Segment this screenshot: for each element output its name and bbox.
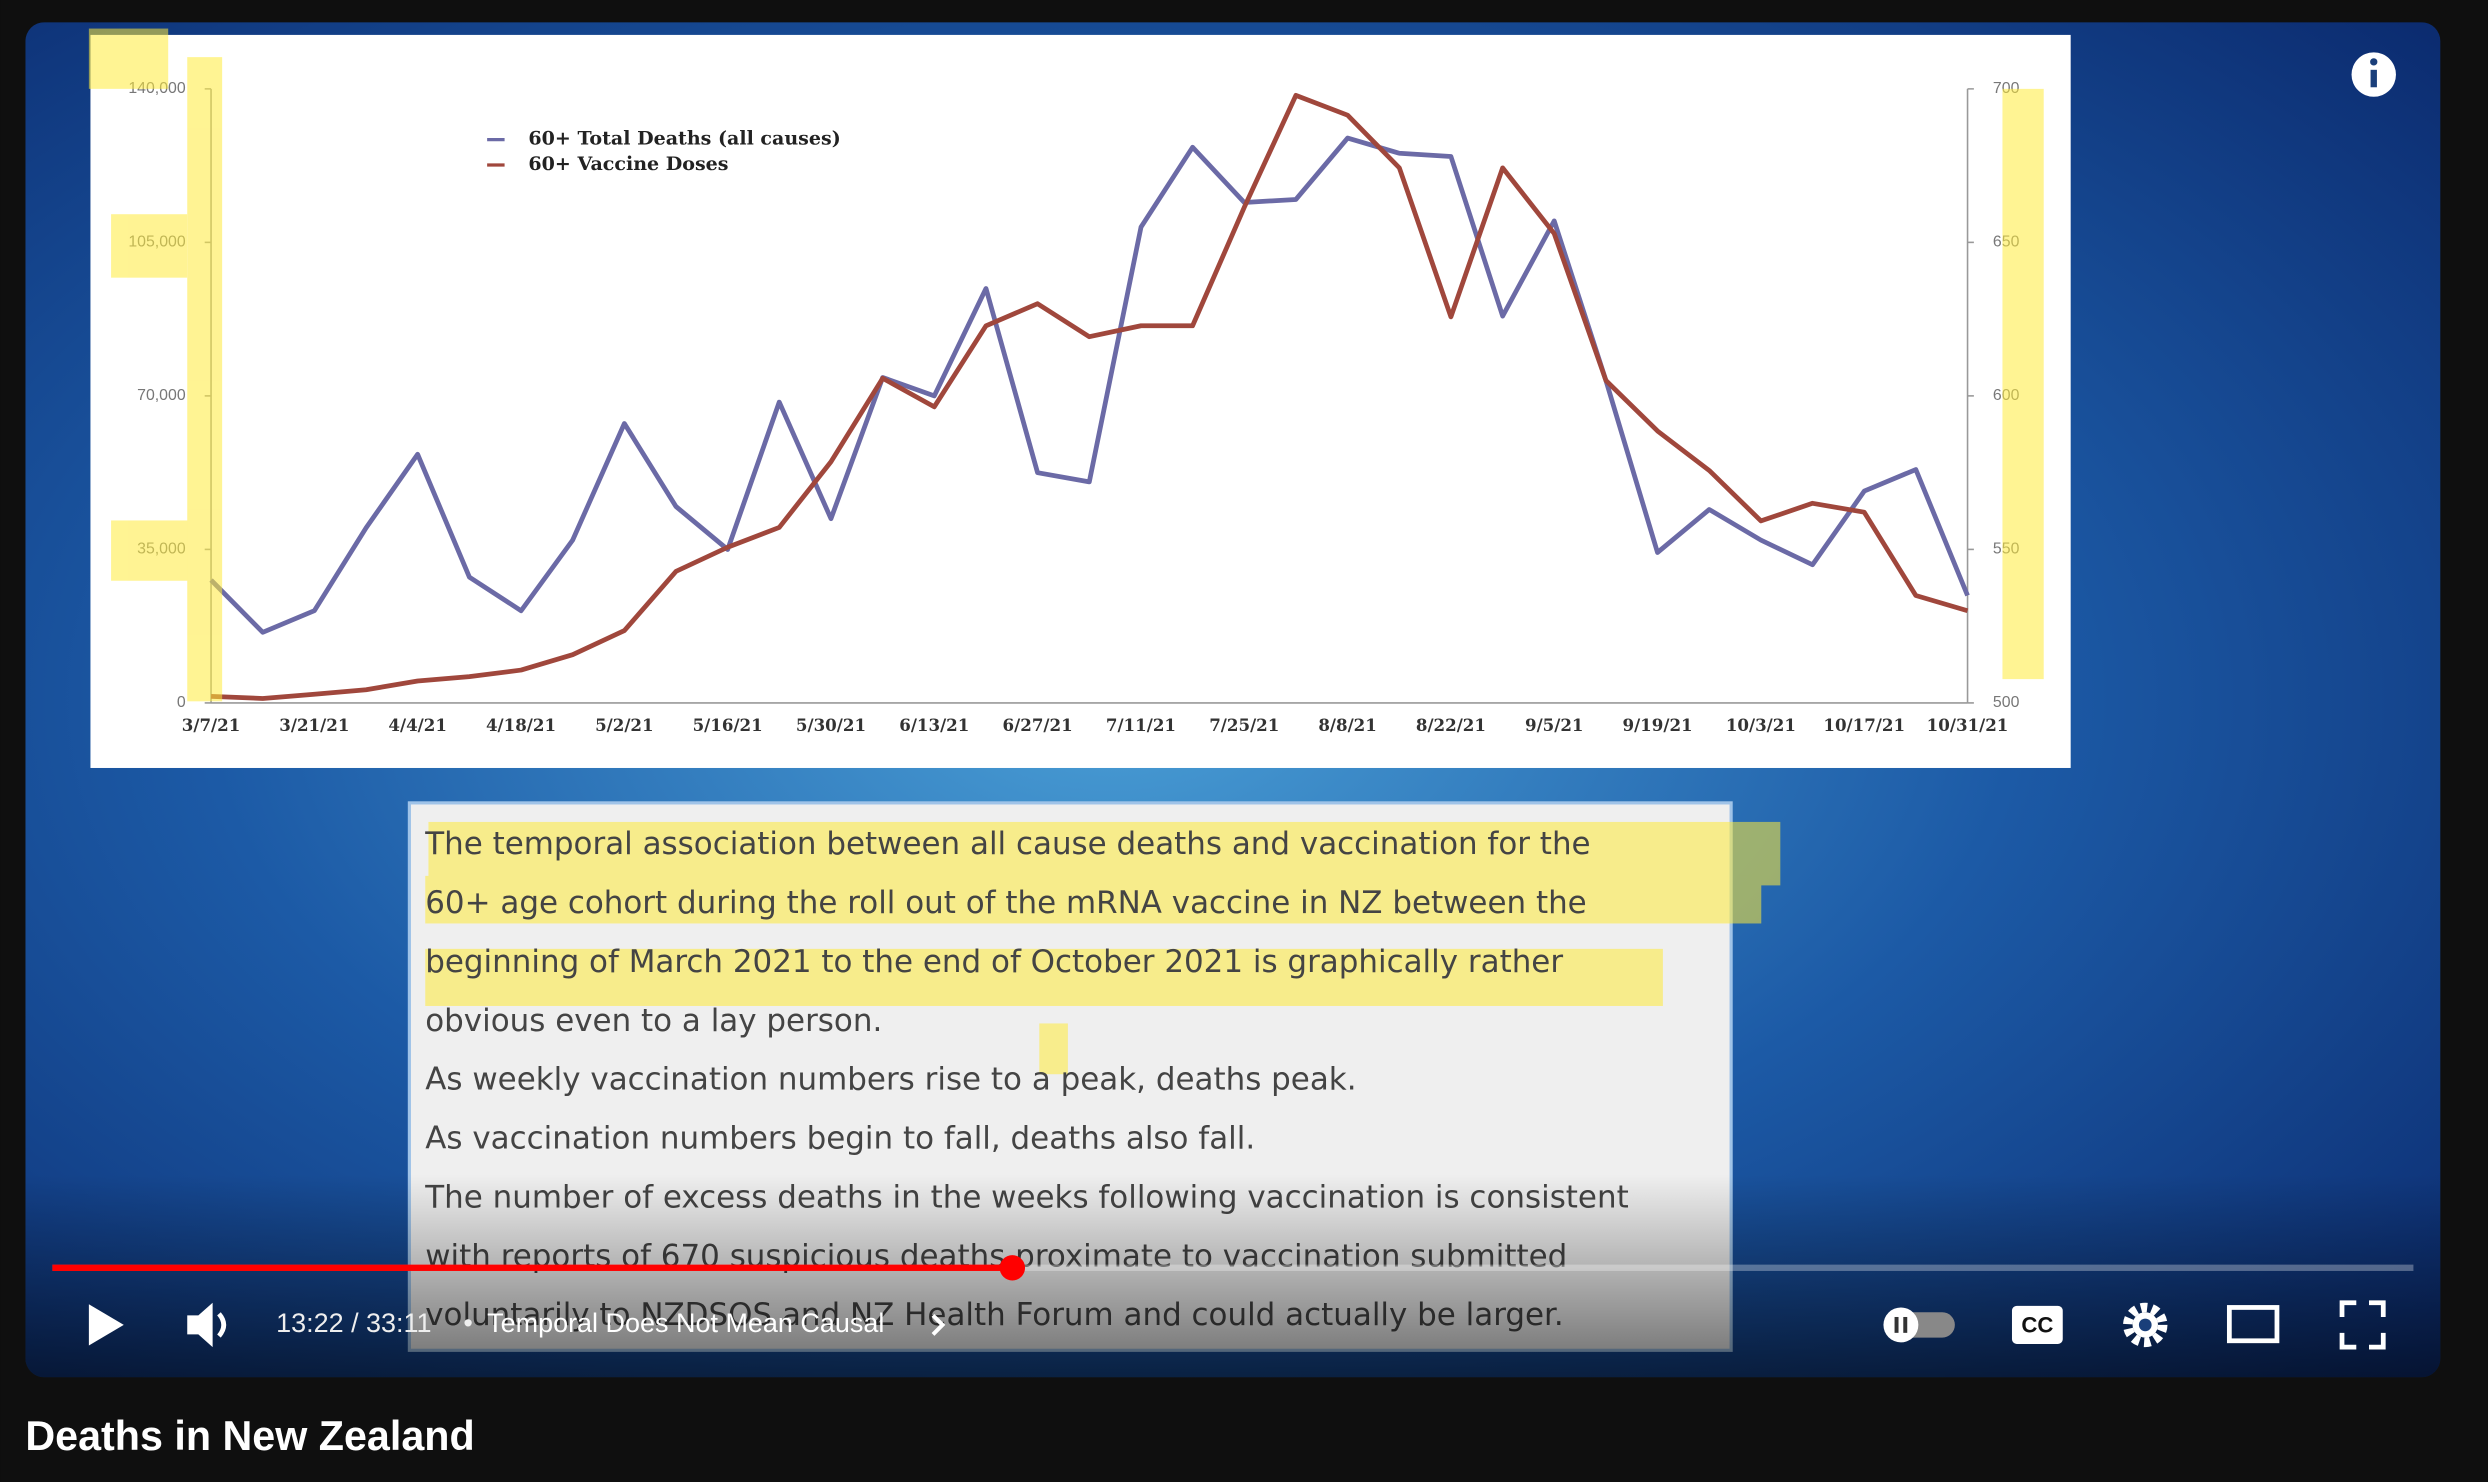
x-tick-label: 4/18/21 — [486, 715, 556, 735]
time-display: 13:22 / 33:11 — [276, 1308, 431, 1338]
x-tick-label: 10/3/21 — [1726, 715, 1796, 735]
video-title: Deaths in New Zealand — [25, 1413, 474, 1459]
x-tick-label: 10/31/21 — [1927, 715, 2009, 735]
slide-line: The temporal association between all cau… — [424, 826, 1590, 862]
x-tick-label: 6/27/21 — [1003, 715, 1073, 735]
play-button[interactable] — [88, 1304, 124, 1346]
chart-panel — [90, 34, 2071, 768]
x-tick-label: 3/21/21 — [279, 715, 349, 735]
captions-button[interactable]: CC — [2011, 1305, 2063, 1344]
x-tick-label: 9/5/21 — [1525, 715, 1584, 735]
chapter-separator: • — [463, 1308, 472, 1338]
theater-button[interactable] — [2226, 1305, 2280, 1344]
x-tick-label: 5/30/21 — [796, 715, 866, 735]
y-tick-label: 70,000 — [137, 387, 186, 404]
x-tick-label: 4/4/21 — [388, 715, 447, 735]
x-tick-label: 7/25/21 — [1209, 715, 1279, 735]
legend-label: 60+ Vaccine Doses — [528, 153, 728, 175]
slide-line: As weekly vaccination numbers rise to a … — [425, 1062, 1356, 1098]
x-tick-label: 7/11/21 — [1106, 715, 1176, 735]
legend-label: 60+ Total Deaths (all causes) — [528, 128, 840, 150]
volume-button[interactable] — [187, 1302, 227, 1348]
series-line — [209, 135, 1970, 635]
progress-track[interactable] — [52, 1264, 2414, 1271]
slide-line: 60+ age cohort during the roll out of th… — [425, 885, 1586, 921]
slide-line: beginning of March 2021 to the end of Oc… — [425, 944, 1563, 980]
player[interactable]: 035,00070,000105,000140,0005005506006507… — [25, 22, 2441, 1378]
fullscreen-button[interactable] — [2339, 1300, 2386, 1350]
slide-line: obvious even to a lay person. — [425, 1003, 882, 1039]
x-tick-label: 8/8/21 — [1318, 715, 1377, 735]
x-tick-label: 5/2/21 — [595, 715, 654, 735]
x-tick-label: 8/22/21 — [1416, 715, 1486, 735]
autoplay-toggle[interactable] — [1883, 1307, 1955, 1343]
x-tick-label: 3/7/21 — [182, 715, 241, 735]
progress-handle[interactable] — [999, 1255, 1026, 1281]
highlights — [88, 28, 2044, 1075]
slide-line: As vaccination numbers begin to fall, de… — [425, 1121, 1255, 1157]
series-line — [210, 92, 1969, 701]
x-tick-label: 5/16/21 — [693, 715, 763, 735]
progress-played — [52, 1264, 1013, 1271]
controls-shade — [25, 1174, 2441, 1378]
y2-tick-label: 500 — [1993, 694, 2020, 711]
chapter-arrow[interactable] — [931, 1313, 946, 1336]
info-button[interactable] — [2351, 52, 2396, 97]
x-tick-label: 10/17/21 — [1823, 715, 1905, 735]
chapter-title[interactable]: Temporal Does Not Mean Causal — [487, 1308, 884, 1338]
captions-label: CC — [2021, 1312, 2053, 1337]
settings-button[interactable] — [2123, 1302, 2168, 1348]
x-tick-label: 6/13/21 — [899, 715, 969, 735]
y-tick-label: 0 — [177, 694, 186, 711]
x-tick-label: 9/19/21 — [1623, 715, 1693, 735]
